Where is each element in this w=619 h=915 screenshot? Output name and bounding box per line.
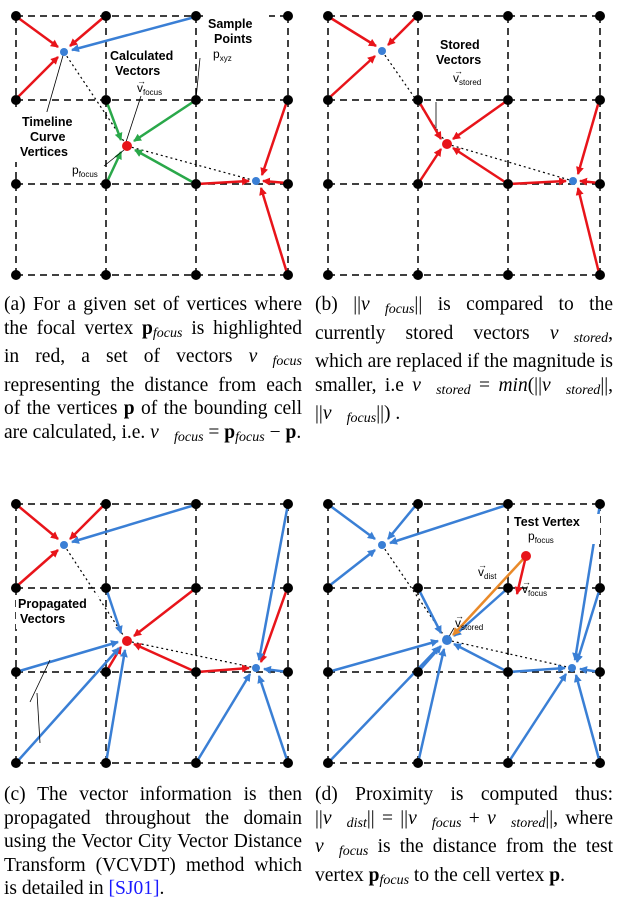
panel-d-curve-vertex-2 bbox=[568, 664, 576, 672]
panel-c-curve-vertex-1 bbox=[60, 541, 68, 549]
label-stored-1: Stored bbox=[440, 38, 480, 52]
arrow-accent-icon: → bbox=[522, 577, 531, 587]
panel-c-red-vectors bbox=[16, 504, 289, 674]
panel-a-svg: Sample Points pxyz Calculated Vectors vf… bbox=[11, 11, 293, 280]
panel-a-curve-vertex-2 bbox=[252, 177, 260, 185]
panel-a-blue-vectors bbox=[71, 15, 196, 53]
panel-b-diagram: Stored Vectors → vstored bbox=[312, 0, 617, 285]
panel-a-nodes bbox=[11, 11, 293, 280]
label-propagated-1: Propagated bbox=[18, 597, 87, 611]
caption-d: (d) Proximity is computed thus: ||v⃗dist… bbox=[315, 784, 613, 888]
panel-a-red-vectors bbox=[16, 15, 289, 274]
panel-c-blue-vectors bbox=[15, 503, 290, 764]
panel-b-curve-vertex-1 bbox=[378, 47, 386, 55]
label-sample-points-2: Points bbox=[214, 32, 252, 46]
label-sample-points-1: Sample bbox=[208, 17, 253, 31]
caption-c: (c) The vector information is then propa… bbox=[4, 784, 302, 899]
panel-d-v-focus bbox=[514, 555, 528, 595]
panel-b-curve-vertex-2 bbox=[569, 177, 577, 185]
caption-a: (a) For a given set of vertices where th… bbox=[4, 294, 302, 445]
panel-d-test-vertex bbox=[521, 551, 531, 561]
panel-c-diagram: Propagated Vectors bbox=[0, 488, 305, 778]
panel-b-red-vectors bbox=[328, 15, 601, 274]
arrow-accent-icon: → bbox=[455, 611, 464, 621]
panel-d-v-dist bbox=[452, 555, 527, 636]
panel-a-leader-lines bbox=[45, 51, 201, 167]
panel-b-svg: Stored Vectors → vstored bbox=[323, 11, 605, 280]
panel-c-focal-vertex bbox=[122, 636, 132, 646]
panel-a-diagram: Sample Points pxyz Calculated Vectors vf… bbox=[0, 0, 305, 285]
panel-d-cell-vertex bbox=[442, 635, 452, 645]
label-p-focus: pfocus bbox=[72, 163, 98, 179]
panel-a-focal-vertex bbox=[122, 141, 132, 151]
panel-a-curve-vertex-1 bbox=[60, 48, 68, 56]
caption-b: (b) ||v⃗focus|| is compared to the curre… bbox=[315, 294, 614, 426]
panel-c-curve-vertex-2 bbox=[252, 664, 260, 672]
label-v-focus: vfocus bbox=[137, 81, 162, 97]
label-timeline-3: Vertices bbox=[20, 145, 68, 159]
citation-link[interactable]: [SJ01] bbox=[108, 878, 160, 899]
panel-d-diagram: Test Vertex pfocus → vdist → vfocus → vs… bbox=[312, 488, 617, 778]
arrow-accent-icon: → bbox=[137, 76, 146, 86]
label-d-p-focus: pfocus bbox=[528, 529, 554, 545]
panel-d-curve-vertex-1 bbox=[378, 541, 386, 549]
label-d-v-stored: vstored bbox=[455, 616, 483, 632]
arrow-accent-icon: → bbox=[478, 560, 487, 570]
label-d-v-focus: vfocus bbox=[522, 582, 547, 598]
panel-a-path bbox=[63, 51, 257, 182]
label-p-xyz: pxyz bbox=[213, 47, 232, 63]
panel-d-svg: Test Vertex pfocus → vdist → vfocus → vs… bbox=[323, 499, 605, 768]
label-test-vertex: Test Vertex bbox=[514, 515, 580, 529]
arrow-accent-icon: → bbox=[454, 66, 463, 76]
label-timeline-2: Curve bbox=[30, 130, 65, 144]
label-calculated-2: Vectors bbox=[115, 64, 160, 78]
panel-b-focal-vertex bbox=[442, 139, 452, 149]
panel-d-blue-vectors bbox=[327, 503, 602, 764]
panel-c-svg: Propagated Vectors bbox=[11, 499, 293, 768]
label-timeline-1: Timeline bbox=[22, 115, 73, 129]
label-calculated-1: Calculated bbox=[110, 49, 173, 63]
label-v-dist: vdist bbox=[478, 565, 497, 581]
label-propagated-2: Vectors bbox=[20, 612, 65, 626]
label-v-stored: vstored bbox=[453, 71, 481, 87]
panel-a-grid bbox=[15, 15, 289, 276]
label-stored-2: Vectors bbox=[436, 53, 481, 67]
panel-a-green-vectors bbox=[104, 98, 197, 186]
